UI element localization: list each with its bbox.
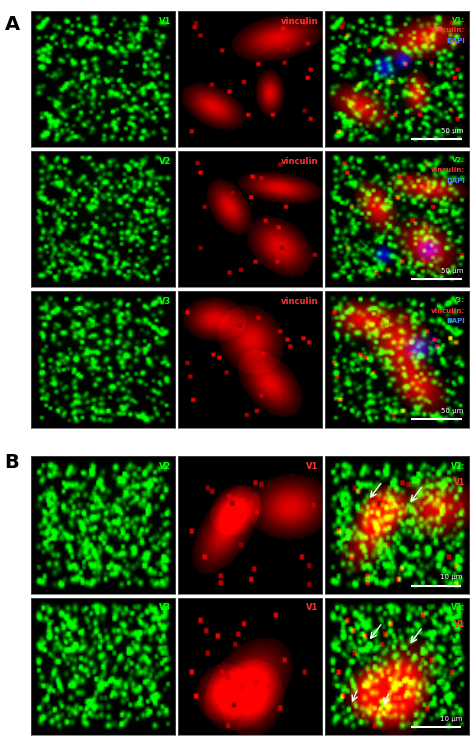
Text: V1: V1	[306, 462, 318, 471]
Text: V2: V2	[159, 157, 171, 166]
Text: V2:: V2:	[451, 462, 465, 471]
Text: V2: V2	[159, 462, 171, 471]
Text: V1: V1	[159, 16, 171, 26]
Text: V2:: V2:	[452, 157, 465, 163]
Text: V1: V1	[454, 620, 465, 629]
Text: vinculin: vinculin	[281, 157, 318, 166]
Text: V3: V3	[159, 603, 171, 612]
Text: V3: V3	[159, 296, 171, 306]
Text: DAPI: DAPI	[446, 319, 465, 324]
Text: V3:: V3:	[451, 603, 465, 612]
Text: DAPI: DAPI	[446, 38, 465, 44]
Text: vinculin: vinculin	[281, 296, 318, 306]
Text: vinculin: vinculin	[281, 16, 318, 26]
Text: 50 μm: 50 μm	[441, 408, 464, 414]
Text: 50 μm: 50 μm	[441, 268, 464, 274]
Text: V1: V1	[454, 478, 465, 488]
Text: vinculin:: vinculin:	[431, 307, 465, 313]
Text: A: A	[5, 15, 20, 34]
Text: vinculin:: vinculin:	[431, 168, 465, 174]
Text: DAPI: DAPI	[446, 178, 465, 185]
Text: vinculin:: vinculin:	[431, 27, 465, 33]
Text: V3:: V3:	[452, 296, 465, 302]
Text: V1: V1	[306, 603, 318, 612]
Text: B: B	[5, 453, 19, 471]
Text: 10 μm: 10 μm	[439, 574, 462, 580]
Text: V1:: V1:	[452, 16, 465, 22]
Text: 50 μm: 50 μm	[441, 128, 464, 134]
Text: 10 μm: 10 μm	[439, 715, 462, 721]
